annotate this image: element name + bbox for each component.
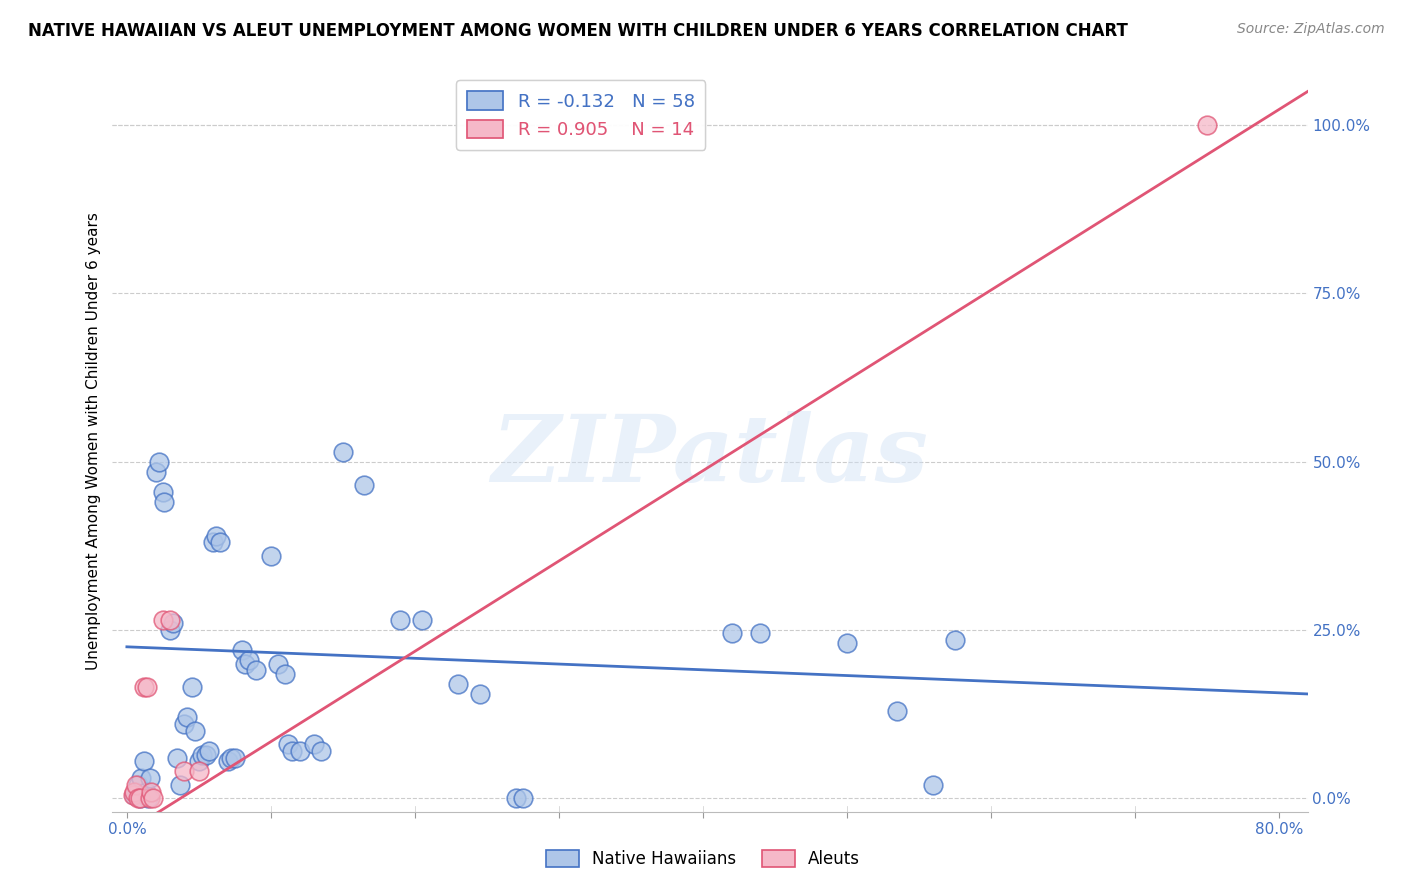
Point [153,495,176,509]
Point [219,751,242,765]
Point [134,754,156,768]
Point [943,633,966,648]
Text: Source: ZipAtlas.com: Source: ZipAtlas.com [1237,22,1385,37]
Point [159,613,181,627]
Point [267,657,290,671]
Point [159,623,181,637]
Point [122,788,145,802]
Point [152,485,174,500]
Point [139,791,162,805]
Point [233,657,256,671]
Legend: R = -0.132   N = 58, R = 0.905    N = 14: R = -0.132 N = 58, R = 0.905 N = 14 [456,80,706,150]
Point [135,784,157,798]
Point [447,677,470,691]
Point [195,747,218,762]
Point [512,791,534,805]
Point [749,626,772,640]
Point [922,778,945,792]
Point [142,791,165,805]
Point [180,680,202,694]
Legend: Native Hawaiians, Aleuts: Native Hawaiians, Aleuts [538,843,868,875]
Point [288,744,311,758]
Point [389,613,412,627]
Point [202,535,225,549]
Point [145,465,167,479]
Point [468,687,491,701]
Point [125,784,148,798]
Point [353,478,375,492]
Point [128,791,150,805]
Point [162,616,184,631]
Text: ZIPatlas: ZIPatlas [492,411,928,501]
Point [173,764,195,779]
Point [281,744,304,758]
Point [176,710,198,724]
Point [173,717,195,731]
Point [169,778,191,792]
Point [187,754,209,768]
Point [231,643,253,657]
Point [277,738,299,752]
Y-axis label: Unemployment Among Women with Children Under 6 years: Unemployment Among Women with Children U… [86,212,101,671]
Point [411,613,433,627]
Point [128,791,150,805]
Point [217,754,239,768]
Point [166,751,188,765]
Point [139,771,162,785]
Point [302,738,325,752]
Point [148,455,170,469]
Point [274,666,297,681]
Point [190,747,212,762]
Point [136,680,159,694]
Point [127,791,149,805]
Point [152,613,174,627]
Point [129,771,152,785]
Point [198,744,221,758]
Point [121,788,143,802]
Point [141,784,163,798]
Point [260,549,283,563]
Point [245,664,267,678]
Point [187,764,209,779]
Point [1195,118,1218,132]
Point [138,791,160,805]
Point [209,535,232,549]
Text: NATIVE HAWAIIAN VS ALEUT UNEMPLOYMENT AMONG WOMEN WITH CHILDREN UNDER 6 YEARS CO: NATIVE HAWAIIAN VS ALEUT UNEMPLOYMENT AM… [28,22,1128,40]
Point [224,751,246,765]
Point [183,723,205,738]
Point [124,778,146,792]
Point [886,704,908,718]
Point [720,626,742,640]
Point [238,653,260,667]
Point [127,778,149,792]
Point [309,744,332,758]
Point [122,784,145,798]
Point [134,680,156,694]
Point [505,791,527,805]
Point [205,529,228,543]
Point [332,444,354,458]
Point [835,636,858,650]
